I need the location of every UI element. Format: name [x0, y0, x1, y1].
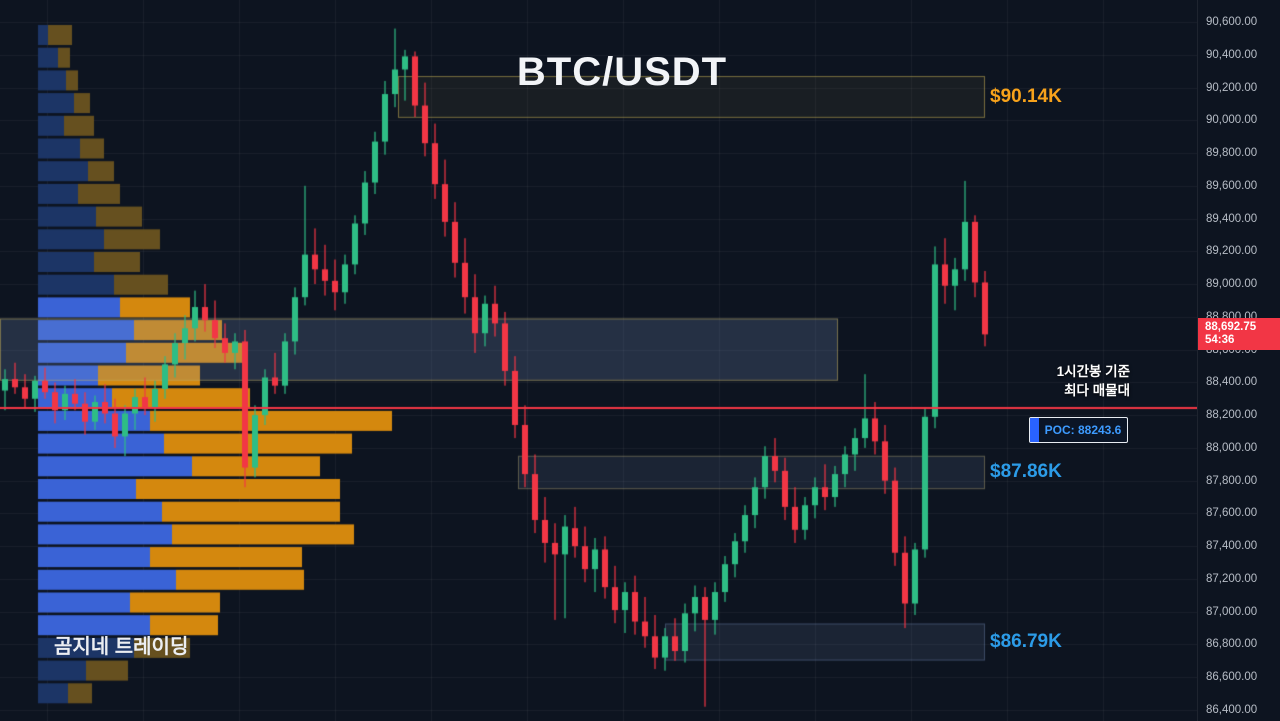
last-price-tag: 88,692.75 54:36 [1198, 318, 1280, 351]
price-tick: 90,600.00 [1206, 16, 1258, 28]
candlestick-chart-canvas[interactable] [0, 0, 1197, 721]
price-tick: 87,200.00 [1206, 572, 1258, 585]
price-axis[interactable]: 88,692.75 54:36 90,600.00 90,400.00 90,200… [1197, 0, 1280, 721]
price-tick: 86,800.00 [1206, 638, 1258, 651]
price-tick: 87,000.00 [1206, 605, 1258, 618]
poc-annotation: 1시간봉 기준 최다 매물대 [1057, 362, 1130, 400]
price-tick: 86,400.00 [1206, 704, 1258, 716]
poc-label: POC: 88243.6 [1029, 417, 1128, 443]
price-tick: 89,400.00 [1206, 212, 1258, 225]
symbol-title: BTC/USDT [516, 50, 728, 94]
price-tick: 90,000.00 [1206, 114, 1258, 127]
price-tick: 88,000.00 [1206, 441, 1258, 454]
price-tick: 89,200.00 [1206, 245, 1258, 258]
poc-annotation-line2: 최다 매물대 [1064, 383, 1130, 398]
last-price-value: 88,692.75 [1205, 321, 1257, 334]
candle-countdown: 54:36 [1205, 334, 1235, 347]
zone-label-87-86k: $87.86K [990, 461, 1062, 483]
price-tick: 86,600.00 [1206, 671, 1258, 684]
poc-annotation-line1: 1시간봉 기준 [1056, 364, 1130, 379]
zone-label-86-79k: $86.79K [990, 631, 1062, 653]
price-tick: 89,800.00 [1206, 147, 1258, 160]
price-tick: 87,600.00 [1206, 507, 1258, 520]
poc-accent-bar [1030, 418, 1039, 442]
price-tick: 88,200.00 [1206, 409, 1258, 422]
price-tick: 89,600.00 [1206, 179, 1258, 192]
price-tick: 90,400.00 [1206, 48, 1258, 61]
price-tick: 87,800.00 [1206, 474, 1258, 487]
price-tick: 89,000.00 [1206, 278, 1258, 291]
zone-label-90-14k: $90.14K [990, 85, 1062, 107]
price-tick: 88,400.00 [1206, 376, 1258, 389]
price-tick: 87,400.00 [1206, 540, 1258, 553]
watermark-text: 곰지네 트레이딩 [54, 636, 189, 658]
price-tick: 90,200.00 [1206, 81, 1258, 94]
poc-value: POC: 88243.6 [1044, 423, 1122, 437]
